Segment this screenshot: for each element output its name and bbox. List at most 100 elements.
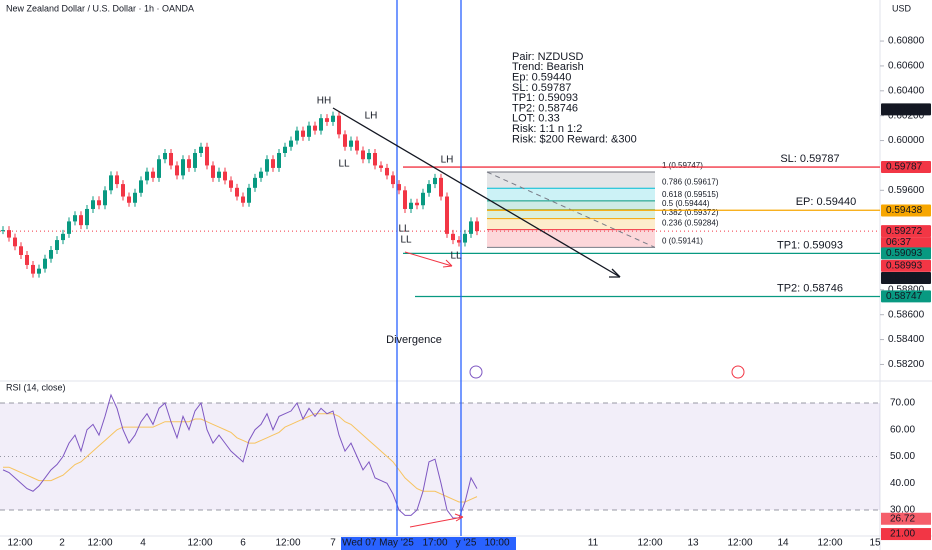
candle-body [97,200,101,206]
plan-line: Pair: NZDUSD [512,51,584,63]
candle-body [223,171,227,181]
rsi-tick-label: 50.00 [890,451,915,462]
fib-label: 0.236 (0.59284) [662,219,719,228]
swing-label: LH [365,111,378,122]
time-label: 12:00 [187,538,212,549]
currency: USD [892,3,912,13]
candle-body [463,233,467,243]
candle-body [121,184,125,197]
time-label: 12:00 [727,538,752,549]
candle-body [301,130,305,137]
swing-label: LL [400,235,412,246]
plan-line: LOT: 0.33 [512,113,560,125]
candle-body [247,187,251,203]
rsi-ma [3,413,478,503]
rsi-tick-label: 70.00 [890,398,915,409]
rsi-badge-label: 21.00 [890,529,915,540]
candle-body [1,230,5,232]
fib-label: 0.5 (0.59444) [662,199,710,208]
candle-body [193,152,197,168]
time-label: 2 [59,538,65,549]
candle-body [73,215,77,222]
div-arrow [409,513,464,528]
candle-body [397,184,401,191]
price-tick-label: 0.59600 [888,185,925,196]
crosshair-label: Wed 07 May '25 [342,538,414,549]
swing-label: LL [450,251,462,262]
candle-body [367,152,371,160]
candle-body [199,146,203,153]
crosshair-box [450,537,516,550]
time-label: 15 [869,538,881,549]
candle-body [55,240,59,251]
swing-label: LL [338,159,350,170]
candle-body [427,184,431,193]
candle-body [421,192,425,206]
level-label: SL: 0.59787 [780,153,839,165]
rsi-tick-label: 60.00 [890,424,915,435]
fib-label: 0.786 (0.59617) [662,177,719,186]
time-label: 11 [588,538,599,549]
rsi-line [2,393,478,519]
candle-body [85,208,89,226]
price-tick-label: 0.60800 [888,36,925,47]
candle-body [313,125,317,131]
candle-body [103,190,107,206]
rsi-badge [881,528,931,541]
price-badge-label: 0.60251 [886,104,923,115]
candle-body [157,159,161,178]
candle-body [277,152,281,168]
candle-body [391,175,395,185]
trendline [332,107,621,278]
candle-body [307,125,311,137]
price-badge [881,225,931,238]
candle-body [451,233,455,241]
rsi-tick-label: 40.00 [890,478,915,489]
candle-body [433,177,437,185]
crosshair-label: y '25 [456,538,477,549]
time-label: 6 [240,538,246,549]
price-badge [881,259,931,272]
candle-body [127,196,131,203]
candle-body [175,165,179,176]
price-badge-label: 0.59272 [886,226,923,237]
countdown-badge [881,237,931,248]
candle-body [31,264,35,274]
fib-band [487,200,655,210]
candle-body [379,165,383,168]
price-badge [881,247,931,260]
candle-body [457,240,461,243]
plan-line: Risk: $200 Reward: &300 [512,133,637,145]
price-badge-label: 0.58747 [886,291,923,302]
candle-body [109,175,113,191]
fib-label: 1 (0.59747) [662,161,703,170]
candle-body [229,180,233,188]
candle-body [403,190,407,209]
candle-body [325,118,329,122]
candle-body [115,175,119,185]
price-badge [881,290,931,303]
price-badge [881,103,931,116]
level-label: EP: 0.59440 [796,196,857,208]
fib-band [487,188,655,201]
candle-body [283,146,287,153]
candle-body [187,159,191,168]
crosshair-box [341,537,461,550]
plan-line: Risk: 1:1 n 1:2 [512,123,582,135]
crosshair-label: 10:00 [484,538,509,549]
candle-body [475,221,479,232]
event-icon [731,365,745,379]
rsi-badge [881,512,931,525]
level-label: TP2: 0.58746 [777,282,843,294]
candle-body [289,140,293,147]
price-badge [881,204,931,217]
countdown: 06:37 [886,237,911,248]
candle-body [439,177,443,197]
candle-body [61,233,65,241]
price-tick-label: 0.60000 [888,135,925,146]
candle-body [145,171,149,181]
candle-body [211,165,215,178]
candle-body [217,171,221,178]
